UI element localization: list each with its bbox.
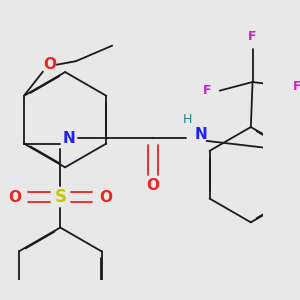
Text: S: S	[54, 188, 66, 206]
Text: N: N	[195, 127, 208, 142]
Text: F: F	[203, 84, 212, 97]
Text: O: O	[9, 190, 22, 205]
Text: N: N	[63, 131, 75, 146]
Text: O: O	[44, 57, 56, 72]
Text: F: F	[248, 31, 257, 44]
Text: H: H	[183, 113, 192, 126]
Text: F: F	[293, 80, 300, 93]
Text: O: O	[146, 178, 160, 194]
Text: O: O	[99, 190, 112, 205]
